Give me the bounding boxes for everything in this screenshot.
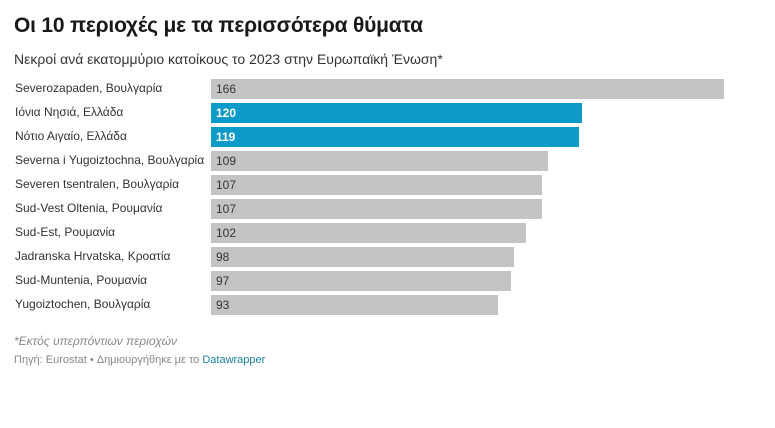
chart-title: Οι 10 περιοχές με τα περισσότερα θύματα bbox=[14, 14, 423, 37]
bar-row: Severen tsentralen, Βουλγαρία 107 bbox=[0, 174, 775, 196]
bar bbox=[211, 223, 526, 243]
category-label: Νότιο Αιγαίο, Ελλάδα bbox=[15, 129, 127, 143]
bar bbox=[211, 103, 582, 123]
bar bbox=[211, 247, 514, 267]
bar-row: Yugoiztochen, Βουλγαρία 93 bbox=[0, 294, 775, 316]
chart-subtitle: Νεκροί ανά εκατομμύριο κατοίκους το 2023… bbox=[14, 51, 443, 67]
category-label: Ιόνια Νησιά, Ελλάδα bbox=[15, 105, 124, 119]
category-label: Sud-Muntenia, Ρουμανία bbox=[15, 273, 148, 287]
category-label: Jadranska Hrvatska, Κροατία bbox=[15, 249, 171, 263]
value-label: 119 bbox=[216, 130, 236, 144]
bar-row: Jadranska Hrvatska, Κροατία 98 bbox=[0, 246, 775, 268]
bar bbox=[211, 79, 724, 99]
bar-chart: Severozapaden, Βουλγαρία 166 Ιόνια Νησιά, … bbox=[0, 78, 775, 318]
bar bbox=[211, 199, 542, 219]
bar-row: Sud-Vest Oltenia, Ρουμανία 107 bbox=[0, 198, 775, 220]
bar-row: Νότιο Αιγαίο, Ελλάδα 119 bbox=[0, 126, 775, 148]
value-label: 98 bbox=[216, 250, 230, 264]
category-label: Sud-Est, Ρουμανία bbox=[15, 225, 116, 239]
bar-row: Ιόνια Νησιά, Ελλάδα 120 bbox=[0, 102, 775, 124]
bar bbox=[211, 151, 548, 171]
category-label: Severen tsentralen, Βουλγαρία bbox=[15, 177, 180, 191]
value-label: 109 bbox=[216, 154, 237, 168]
value-label: 107 bbox=[216, 202, 237, 216]
source-line: Πηγή: Eurostat • Δημιουργήθηκε με το Dat… bbox=[14, 354, 265, 366]
datawrapper-link[interactable]: Datawrapper bbox=[202, 354, 266, 366]
source-text: Πηγή: Eurostat • Δημιουργήθηκε με το bbox=[14, 354, 200, 366]
bar-row: Severna i Yugoiztochna, Βουλγαρία 109 bbox=[0, 150, 775, 172]
value-label: 93 bbox=[216, 298, 230, 312]
value-label: 166 bbox=[216, 82, 237, 96]
footnote: *Εκτός υπερπόντιων περιοχών bbox=[14, 334, 177, 348]
category-label: Sud-Vest Oltenia, Ρουμανία bbox=[15, 201, 163, 215]
value-label: 97 bbox=[216, 274, 230, 288]
bar-row: Sud-Muntenia, Ρουμανία 97 bbox=[0, 270, 775, 292]
bar-row: Severozapaden, Βουλγαρία 166 bbox=[0, 78, 775, 100]
category-label: Yugoiztochen, Βουλγαρία bbox=[15, 297, 151, 311]
value-label: 120 bbox=[216, 106, 237, 120]
value-label: 107 bbox=[216, 178, 237, 192]
category-label: Severozapaden, Βουλγαρία bbox=[15, 81, 163, 95]
bar bbox=[211, 295, 498, 315]
bar bbox=[211, 175, 542, 195]
value-label: 102 bbox=[216, 226, 237, 240]
category-label: Severna i Yugoiztochna, Βουλγαρία bbox=[15, 153, 205, 167]
bar-row: Sud-Est, Ρουμανία 102 bbox=[0, 222, 775, 244]
bar bbox=[211, 127, 579, 147]
bar bbox=[211, 271, 511, 291]
